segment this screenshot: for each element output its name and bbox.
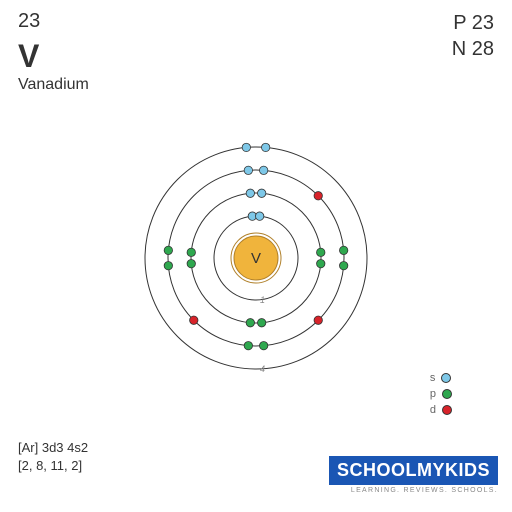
electron-s bbox=[261, 143, 269, 151]
legend-label: s bbox=[430, 372, 436, 384]
legend-label: p bbox=[430, 388, 436, 400]
electron-s bbox=[255, 212, 263, 220]
electron-p bbox=[164, 261, 172, 269]
electron-p bbox=[187, 259, 195, 267]
d-orbital-icon bbox=[442, 405, 452, 415]
branding: SCHOOLMYKIDS LEARNING. REVIEWS. SCHOOLS. bbox=[329, 456, 498, 494]
electron-d bbox=[190, 316, 198, 324]
electron-p bbox=[246, 319, 254, 327]
legend-row-s: s bbox=[430, 370, 452, 386]
legend-row-d: d bbox=[430, 402, 452, 418]
shell-number: 4 bbox=[260, 364, 265, 374]
electron-s bbox=[246, 189, 254, 197]
legend-row-p: p bbox=[430, 386, 452, 402]
nucleus-label: V bbox=[251, 250, 261, 267]
bohr-diagram: V1234 bbox=[0, 0, 512, 512]
electron-p bbox=[244, 341, 252, 349]
electron-d bbox=[314, 316, 322, 324]
electron-p bbox=[317, 248, 325, 256]
tagline: LEARNING. REVIEWS. SCHOOLS. bbox=[329, 487, 498, 494]
electron-s bbox=[257, 189, 265, 197]
shell-number: 1 bbox=[260, 295, 265, 305]
electron-p bbox=[317, 259, 325, 267]
logo: SCHOOLMYKIDS bbox=[329, 456, 498, 485]
electron-p bbox=[187, 248, 195, 256]
electron-p bbox=[339, 261, 347, 269]
electron-s bbox=[259, 166, 267, 174]
legend-label: d bbox=[430, 404, 436, 416]
electron-d bbox=[314, 192, 322, 200]
electron-p bbox=[164, 246, 172, 254]
electron-p bbox=[339, 246, 347, 254]
electron-p bbox=[259, 341, 267, 349]
orbital-legend: spd bbox=[430, 370, 452, 418]
s-orbital-icon bbox=[441, 373, 451, 383]
p-orbital-icon bbox=[442, 389, 452, 399]
electron-s bbox=[242, 143, 250, 151]
electron-p bbox=[257, 319, 265, 327]
electron-s bbox=[244, 166, 252, 174]
